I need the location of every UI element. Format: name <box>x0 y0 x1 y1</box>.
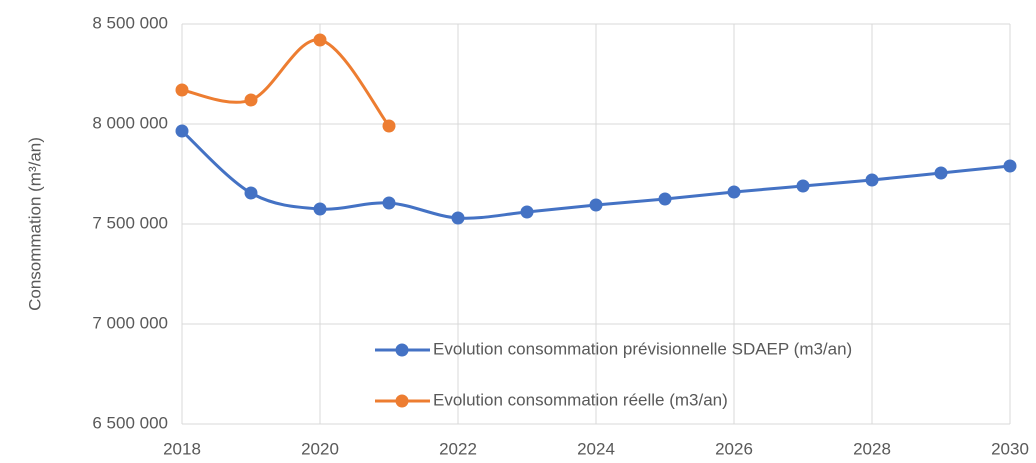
data-point <box>451 211 465 225</box>
x-tick-label: 2020 <box>301 439 339 458</box>
data-point <box>1003 159 1017 173</box>
x-tick-label: 2022 <box>439 439 477 458</box>
data-point <box>175 83 189 97</box>
y-tick-label: 6 500 000 <box>92 413 168 432</box>
x-tick-label: 2030 <box>991 439 1029 458</box>
series-line <box>180 38 391 128</box>
data-point <box>865 173 879 187</box>
x-tick-label: 2018 <box>163 439 201 458</box>
data-point <box>382 196 396 210</box>
legend-marker <box>395 343 409 357</box>
data-point <box>175 124 189 138</box>
x-tick-label: 2026 <box>715 439 753 458</box>
y-tick-label: 8 500 000 <box>92 13 168 32</box>
data-point <box>382 119 396 133</box>
legend-label: Evolution consommation prévisionnelle SD… <box>433 339 852 358</box>
data-point <box>727 185 741 199</box>
data-point <box>244 186 258 200</box>
data-point <box>244 93 258 107</box>
legend-label: Evolution consommation réelle (m3/an) <box>433 390 728 409</box>
y-axis-label: Consommation (m³/an) <box>25 137 44 311</box>
x-tick-label: 2024 <box>577 439 615 458</box>
data-point <box>796 179 810 193</box>
legend-marker <box>395 394 409 408</box>
y-tick-label: 8 000 000 <box>92 113 168 132</box>
data-point <box>313 33 327 47</box>
x-tick-label: 2028 <box>853 439 891 458</box>
data-point <box>658 192 672 206</box>
y-tick-label: 7 000 000 <box>92 313 168 332</box>
data-point <box>934 166 948 180</box>
data-point <box>589 198 603 212</box>
data-point <box>313 202 327 216</box>
data-point <box>520 205 534 219</box>
y-tick-label: 7 500 000 <box>92 213 168 232</box>
